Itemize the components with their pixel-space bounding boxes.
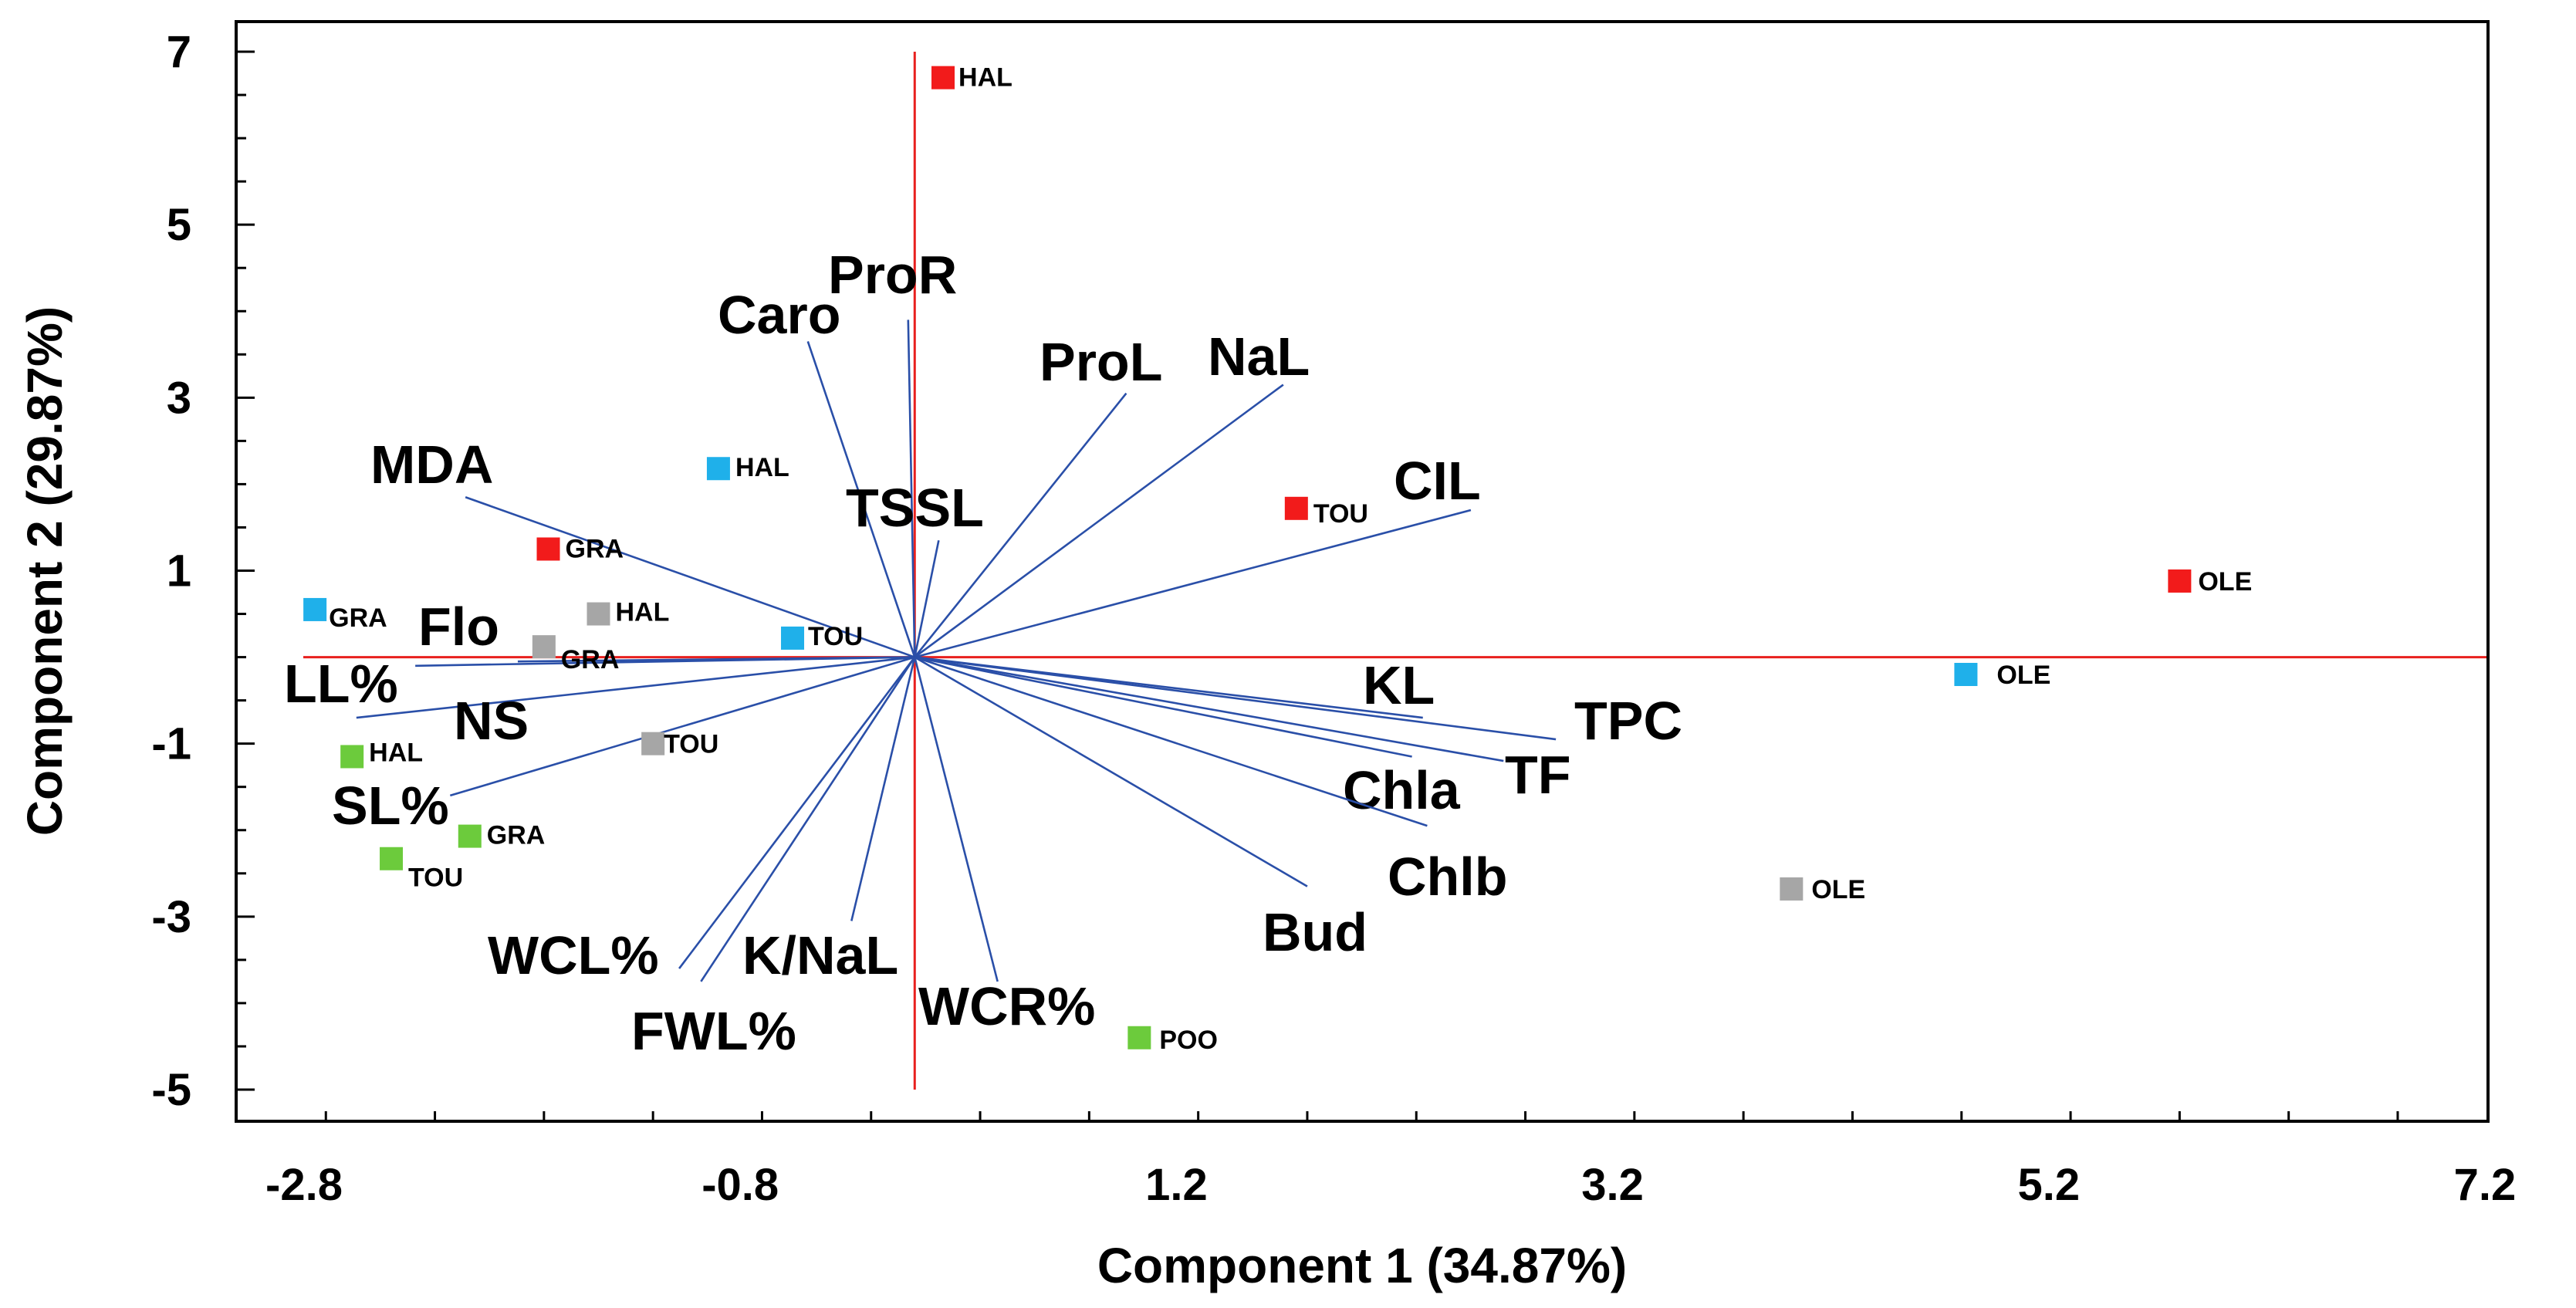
point-green-tou: [380, 847, 404, 870]
vector-label-k-nal: K/NaL: [742, 925, 898, 985]
point-label-green-gra: GRA: [487, 821, 546, 850]
vector-label-ns: NS: [454, 691, 529, 751]
vector-label-tf: TF: [1505, 745, 1571, 805]
point-label-gray-ole: OLE: [1811, 875, 1865, 904]
vector-cil: [914, 509, 1472, 658]
vector-k-nal: [850, 657, 916, 921]
vector-label-prol: ProL: [1040, 332, 1162, 392]
point-label-green-tou: TOU: [408, 864, 463, 893]
point-label-blue-tou: TOU: [808, 622, 863, 651]
vector-wcr: [914, 657, 999, 982]
vector-label-kl: KL: [1363, 655, 1435, 715]
vector-sl: [449, 656, 915, 797]
point-label-red-gra: GRA: [566, 534, 624, 563]
vector-label-wcr: WCR%: [918, 976, 1095, 1036]
point-green-hal: [340, 745, 364, 769]
vector-tf: [914, 656, 1504, 762]
vector-pror: [907, 319, 916, 657]
point-label-red-hal: HAL: [958, 63, 1012, 93]
point-gray-tou: [641, 732, 665, 755]
vector-mda: [465, 496, 915, 658]
vector-tpc: [914, 656, 1557, 741]
point-label-gray-gra: GRA: [561, 645, 620, 674]
vector-label-tssl: TSSL: [846, 478, 984, 538]
vector-chlb: [914, 656, 1428, 827]
vector-prol: [914, 392, 1127, 658]
vector-tssl: [914, 540, 940, 657]
vector-label-caro: Caro: [718, 285, 840, 345]
x-tick-label: -2.8: [265, 1160, 343, 1210]
vector-chla: [914, 656, 1412, 758]
x-tick-label: 3.2: [1581, 1160, 1644, 1210]
point-green-poo: [1127, 1026, 1151, 1049]
point-gray-ole: [1780, 877, 1804, 901]
vector-label-pror: ProR: [828, 245, 957, 305]
x-tick-label: 1.2: [1145, 1160, 1208, 1210]
vector-label-flo: Flo: [418, 597, 499, 657]
vector-label-chla: Chla: [1343, 760, 1461, 820]
point-label-blue-gra: GRA: [329, 603, 387, 633]
y-tick-label: 3: [167, 373, 191, 423]
vector-label-bud: Bud: [1263, 902, 1367, 962]
vector-label-mda: MDA: [370, 434, 493, 495]
x-axis: -2.8 -0.8 1.2 3.2 5.2 7.2: [265, 1111, 2516, 1210]
y-tick-label: 1: [167, 546, 191, 597]
vector-ns: [356, 656, 915, 719]
x-axis-title: Component 1 (34.87%): [1097, 1238, 1627, 1293]
point-red-hal: [931, 66, 955, 90]
point-label-green-poo: POO: [1159, 1026, 1218, 1055]
point-blue-hal: [706, 457, 730, 481]
vector-label-sl: SL%: [332, 776, 449, 836]
vector-nal: [914, 384, 1284, 658]
x-tick-label: 7.2: [2454, 1160, 2517, 1210]
y-tick-label: -1: [151, 719, 191, 769]
vector-fwl: [700, 656, 916, 982]
score-points: HAL GRA TOU OLE HAL GRA TOU OLE HAL GRA TOU OLE HAL G…: [303, 63, 2252, 1055]
point-label-green-hal: HAL: [369, 738, 423, 767]
point-red-gra: [536, 537, 560, 561]
y-tick-label: 7: [167, 27, 191, 77]
x-tick-label: 5.2: [2017, 1160, 2080, 1210]
point-label-blue-hal: HAL: [735, 453, 789, 482]
vector-ll: [415, 656, 915, 668]
point-gray-hal: [587, 602, 610, 626]
vector-label-ll: LL%: [284, 654, 398, 714]
point-green-gra: [458, 824, 482, 848]
point-blue-gra: [303, 597, 327, 621]
point-label-red-tou: TOU: [1313, 499, 1368, 529]
point-label-blue-ole: OLE: [1996, 661, 2050, 690]
y-tick-label: 5: [167, 200, 191, 250]
point-red-ole: [2168, 569, 2192, 593]
x-tick-label: -0.8: [701, 1160, 779, 1210]
vector-label-wcl: WCL%: [488, 925, 659, 985]
vector-label-fwl: FWL%: [631, 1001, 796, 1061]
point-label-gray-hal: HAL: [616, 598, 670, 627]
point-label-red-ole: OLE: [2198, 567, 2252, 597]
vector-label-nal: NaL: [1208, 326, 1310, 387]
point-red-tou: [1284, 496, 1308, 520]
point-label-gray-tou: TOU: [664, 730, 718, 759]
point-gray-gra: [532, 635, 556, 659]
vector-label-cil: CIL: [1394, 451, 1481, 511]
vector-label-tpc: TPC: [1574, 691, 1682, 751]
y-axis: 7 5 3 1 -1 -3 -5: [151, 27, 255, 1115]
vector-wcl: [678, 656, 916, 969]
y-tick-label: -3: [151, 892, 191, 942]
point-blue-ole: [1954, 663, 1978, 686]
y-tick-label: -5: [151, 1065, 191, 1115]
reference-lines: [303, 52, 2486, 1090]
point-blue-tou: [781, 626, 805, 650]
vector-caro: [806, 341, 916, 658]
y-axis-title: Component 2 (29.87%): [17, 306, 73, 836]
vector-label-chlb: Chlb: [1388, 847, 1508, 907]
vector-bud: [914, 656, 1308, 887]
